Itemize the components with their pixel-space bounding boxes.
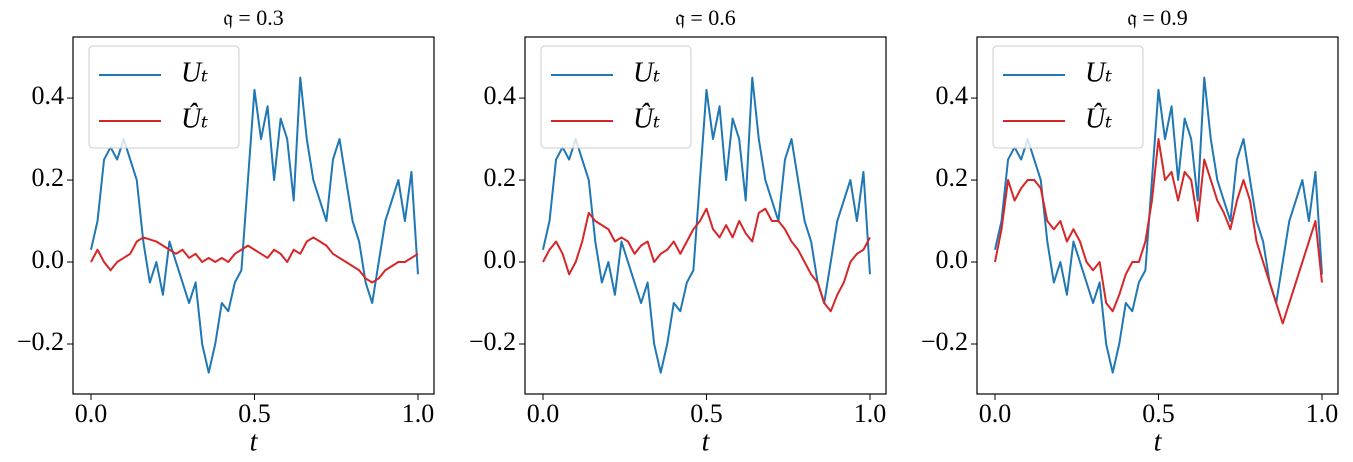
x-axis-label: t [1154, 426, 1163, 457]
x-tick-label: 0.0 [75, 399, 108, 428]
series-line [90, 236, 419, 284]
plot-area [542, 76, 871, 374]
legend-box [88, 45, 240, 149]
chart-title: 𝔮 = 0.3 [223, 5, 283, 30]
y-tick-label: 0.2 [32, 163, 65, 192]
subplot: 0.0 0.5 1.0 −0.2 0.0 0.2 0.4 𝔮 = 0.6 t Uₜ Ûₜ [469, 5, 887, 457]
legend-label: Ûₜ [633, 103, 660, 134]
axes-frame [976, 36, 1339, 395]
y-tick-label: 0.0 [936, 245, 969, 274]
series-line [542, 207, 871, 313]
x-axis-label: t [702, 426, 711, 457]
series-line [993, 138, 1323, 325]
x-tick-label: 0.5 [690, 399, 723, 428]
plot-area [993, 76, 1323, 374]
y-tick-label: 0.4 [32, 81, 65, 110]
legend-label: Ûₜ [1085, 103, 1112, 134]
legend-label: Uₜ [1085, 57, 1112, 88]
axes-frame [72, 36, 435, 395]
series-line [994, 76, 1323, 374]
y-tick-label: 0.4 [484, 81, 517, 110]
x-axis-label: t [250, 426, 259, 457]
subplot: 0.0 0.5 1.0 −0.2 0.0 0.2 0.4 𝔮 = 0.9 t Uₜ Ûₜ [921, 5, 1339, 457]
legend-box [992, 45, 1144, 149]
y-tick-label: 0.0 [32, 245, 65, 274]
x-tick-label: 1.0 [402, 399, 435, 428]
y-tick-label: −0.2 [469, 327, 516, 356]
series-line [542, 76, 871, 374]
chart-title: 𝔮 = 0.9 [1127, 5, 1187, 30]
plot-area [90, 76, 419, 374]
axes-frame [524, 36, 887, 395]
legend-label: Ûₜ [181, 103, 208, 134]
y-tick-label: −0.2 [17, 327, 64, 356]
x-tick-label: 1.0 [1306, 399, 1339, 428]
y-tick-label: 0.4 [936, 81, 969, 110]
y-tick-label: 0.2 [484, 163, 517, 192]
y-tick-label: 0.0 [484, 245, 517, 274]
series-line [90, 76, 419, 374]
subplot: 0.0 0.5 1.0 −0.2 0.0 0.2 0.4 𝔮 = 0.3 t Uₜ Ûₜ [17, 5, 435, 457]
x-tick-label: 0.5 [238, 399, 271, 428]
legend-label: Uₜ [633, 57, 660, 88]
x-tick-label: 0.0 [527, 399, 560, 428]
legend-box [540, 45, 692, 149]
x-tick-label: 0.5 [1142, 399, 1175, 428]
x-tick-label: 1.0 [854, 399, 887, 428]
y-tick-label: −0.2 [921, 327, 968, 356]
legend-label: Uₜ [181, 57, 208, 88]
x-tick-label: 0.0 [979, 399, 1012, 428]
y-tick-label: 0.2 [936, 163, 969, 192]
chart-title: 𝔮 = 0.6 [675, 5, 735, 30]
